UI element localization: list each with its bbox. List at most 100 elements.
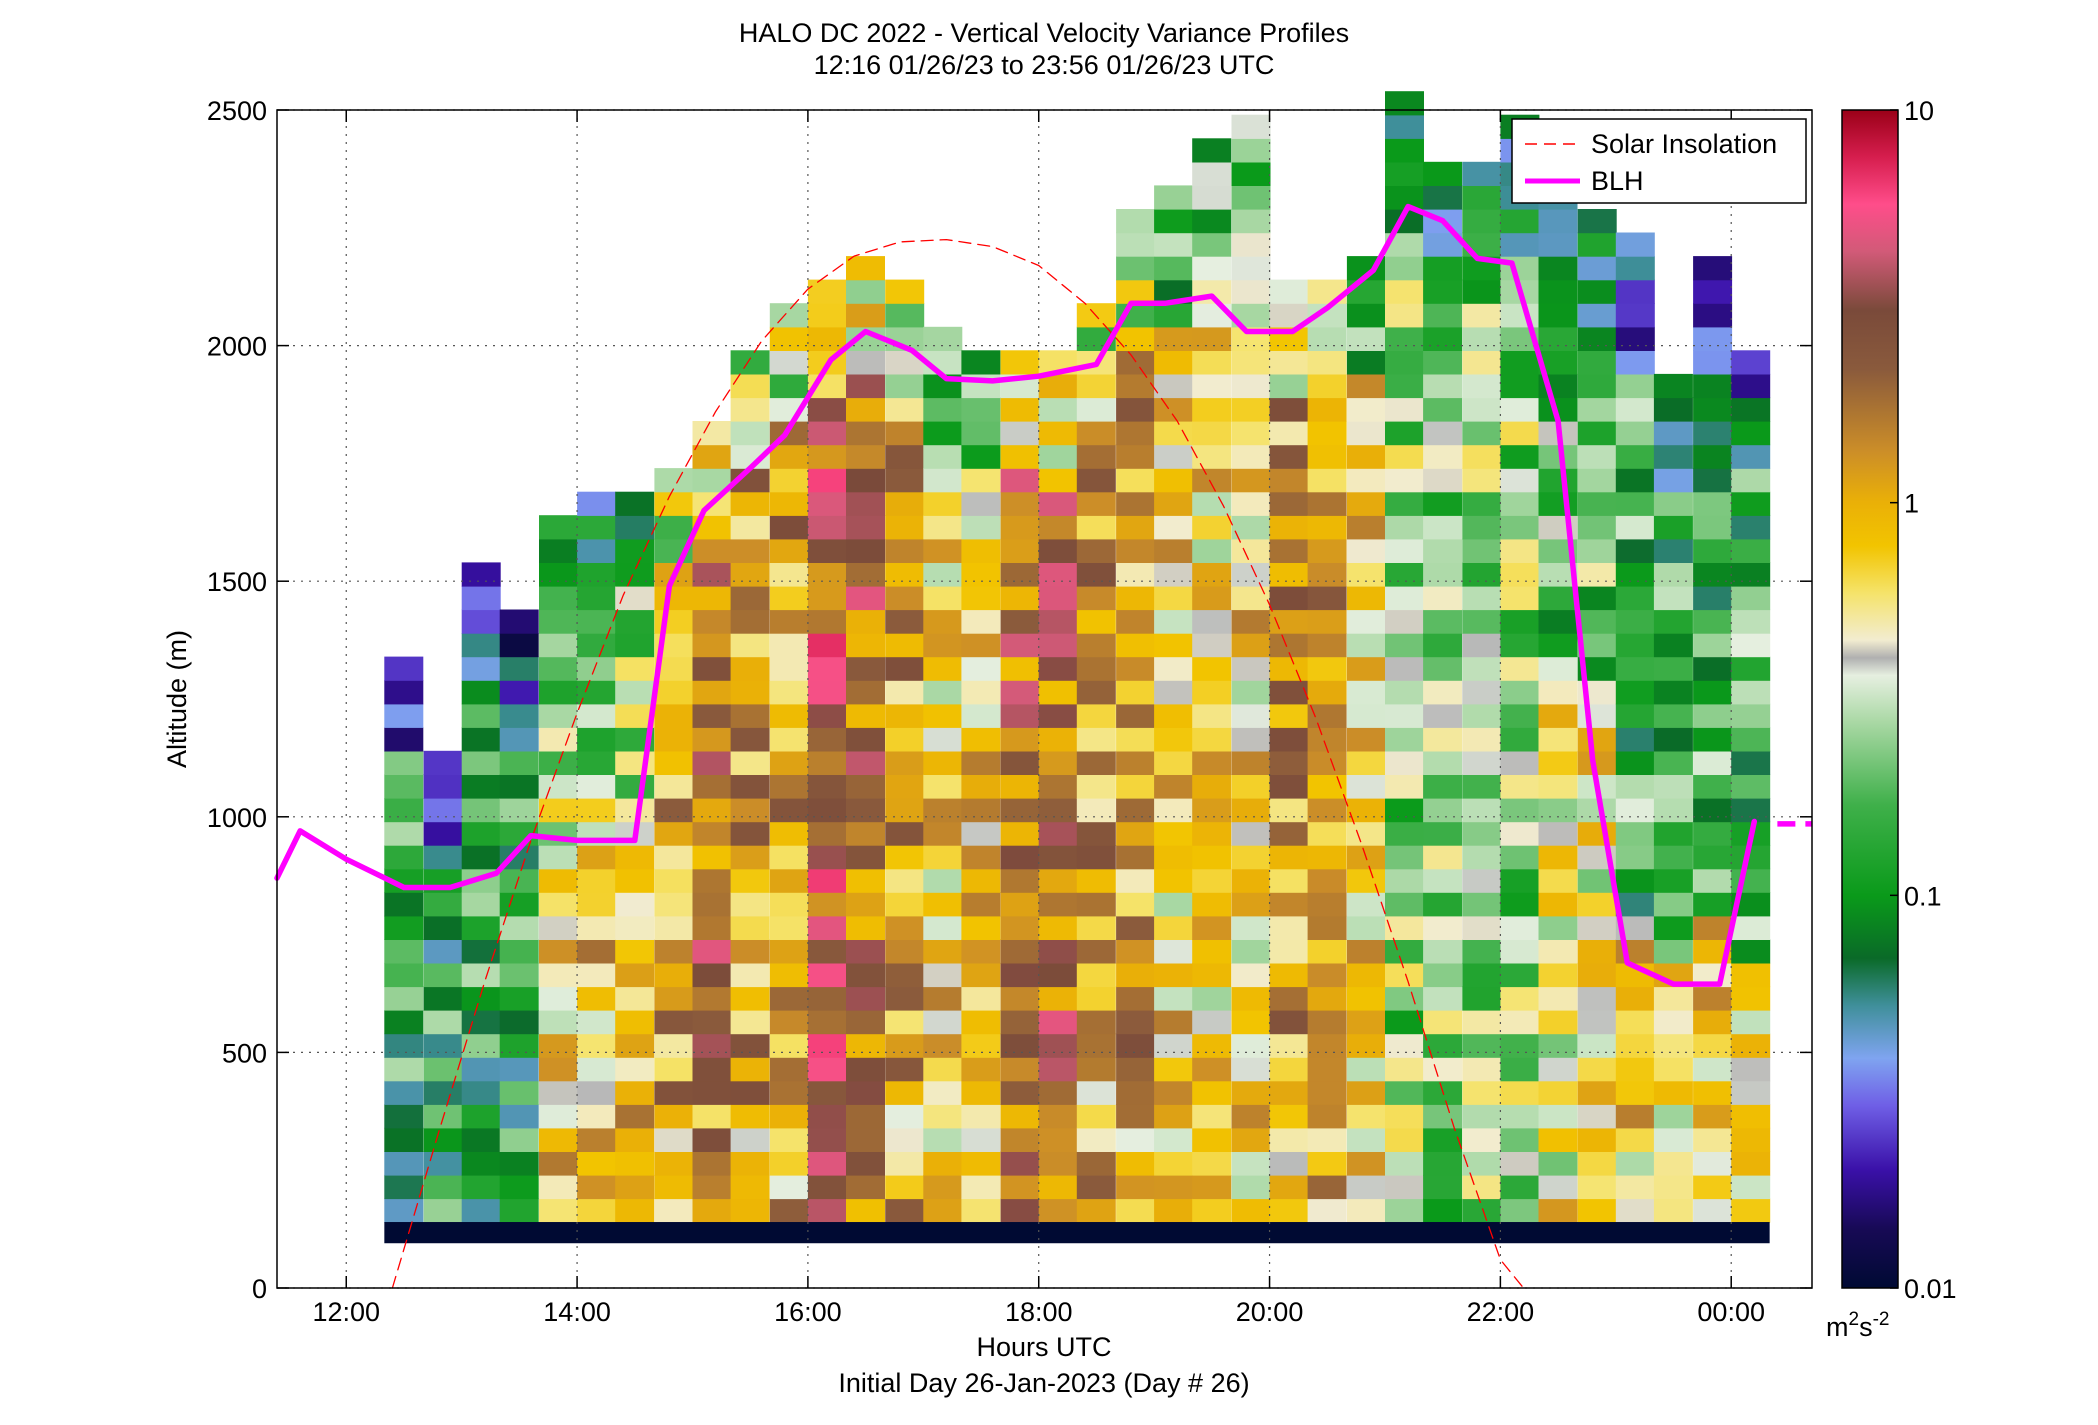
heatmap-cell — [1076, 680, 1116, 705]
heatmap-cell — [807, 1033, 847, 1058]
heatmap-cell — [461, 1151, 501, 1176]
heatmap-cell — [730, 421, 770, 446]
heatmap-cell — [1192, 633, 1232, 658]
heatmap-cell — [1500, 232, 1540, 257]
heatmap-cell — [1462, 939, 1502, 964]
chart-subtitle: 12:16 01/26/23 to 23:56 01/26/23 UTC — [814, 50, 1275, 80]
heatmap-cell — [461, 727, 501, 752]
heatmap-cell — [499, 868, 539, 893]
heatmap-cell — [577, 538, 617, 563]
heatmap-cell — [769, 750, 809, 775]
heatmap-cell — [1731, 1033, 1771, 1058]
heatmap-cell — [1577, 303, 1617, 328]
heatmap-cell — [1192, 821, 1232, 846]
heatmap-cell — [846, 515, 885, 540]
heatmap-cell — [1000, 491, 1040, 516]
x-tick-label: 00:00 — [1697, 1297, 1765, 1327]
heatmap-cell — [846, 680, 885, 705]
heatmap-cell — [1116, 915, 1156, 940]
heatmap-cell — [1192, 1080, 1232, 1105]
heatmap-cell — [1423, 350, 1463, 375]
heatmap-cell — [423, 1127, 463, 1152]
heatmap-cell — [1653, 727, 1693, 752]
heatmap-cell — [1154, 1010, 1194, 1035]
heatmap-cell — [539, 585, 578, 611]
heatmap-cell — [769, 373, 809, 399]
heatmap-cell — [423, 986, 463, 1011]
heatmap-cell — [1346, 303, 1386, 328]
heatmap-cell — [1653, 1127, 1693, 1152]
heatmap-cell — [769, 1151, 809, 1176]
heatmap-cell — [1076, 656, 1116, 681]
heatmap-cell — [1500, 750, 1540, 775]
heatmap-cell — [1192, 185, 1232, 210]
heatmap-cell — [961, 680, 1001, 705]
heatmap-cell — [1500, 515, 1540, 540]
heatmap-cell — [499, 798, 539, 823]
heatmap-cell — [769, 585, 809, 611]
heatmap-cell — [1076, 939, 1116, 964]
heatmap-cell — [1000, 750, 1040, 775]
heatmap-cell — [1500, 939, 1540, 964]
heatmap-cell — [461, 1057, 501, 1082]
heatmap-cell — [846, 1198, 885, 1223]
heatmap-cell — [1192, 538, 1232, 563]
heatmap-cell — [1000, 562, 1040, 587]
heatmap-cell — [1615, 585, 1655, 611]
heatmap-cell — [846, 798, 885, 823]
heatmap-cell — [923, 774, 963, 799]
heatmap-cell — [1577, 373, 1617, 399]
heatmap-cell — [1653, 373, 1693, 399]
heatmap-cell — [1423, 633, 1463, 658]
y-tick-label: 0 — [252, 1274, 267, 1304]
blh-line — [274, 203, 1758, 987]
heatmap-cell — [1577, 1057, 1617, 1082]
heatmap-cell — [1423, 1127, 1463, 1152]
heatmap-cell — [1076, 609, 1116, 634]
heatmap-cell — [577, 986, 617, 1011]
heatmap-cell — [1462, 609, 1502, 634]
heatmap-cell — [1693, 1033, 1733, 1058]
heatmap-cell — [1423, 892, 1463, 917]
heatmap-cell — [1076, 491, 1116, 516]
heatmap-cell — [1423, 468, 1463, 493]
heatmap-cell — [1076, 727, 1116, 752]
heatmap-cell — [654, 609, 694, 634]
heatmap-cell — [1653, 750, 1693, 775]
heatmap-cell — [1346, 727, 1386, 752]
heatmap-cell — [461, 656, 501, 681]
heatmap-cell — [1385, 161, 1424, 186]
heatmap-cell — [1076, 986, 1116, 1011]
heatmap-cell — [423, 1010, 463, 1035]
heatmap-cell — [1076, 1010, 1116, 1035]
heatmap-cell — [730, 845, 770, 870]
heatmap-cell — [1231, 232, 1271, 257]
heatmap-cell — [1500, 1198, 1540, 1223]
heatmap-cell — [1385, 1057, 1424, 1082]
heatmap-cell — [1577, 256, 1617, 281]
heatmap-cell — [1116, 491, 1156, 516]
heatmap-cell — [885, 1080, 925, 1105]
heatmap-cell — [1423, 421, 1463, 446]
heatmap-cell — [846, 609, 885, 634]
heatmap-cell — [807, 1127, 847, 1152]
heatmap-cell — [461, 585, 501, 611]
heatmap-cell — [1653, 1033, 1693, 1058]
heatmap-cell — [807, 421, 847, 446]
heatmap-cell — [1500, 774, 1540, 799]
heatmap-cell — [1731, 774, 1771, 799]
heatmap-cell — [961, 774, 1001, 799]
heatmap-cell — [1346, 868, 1386, 893]
heatmap-cell — [1500, 562, 1540, 587]
heatmap-cell — [1462, 562, 1502, 587]
heatmap-cell — [1385, 326, 1424, 351]
heatmap-cell — [1038, 1198, 1078, 1223]
heatmap-cell — [1346, 373, 1386, 399]
heatmap-cell — [961, 1151, 1001, 1176]
heatmap-cell — [1615, 562, 1655, 587]
heatmap-cell — [615, 515, 655, 540]
heatmap-cell — [1192, 326, 1232, 351]
heatmap-cell — [1346, 821, 1386, 846]
heatmap-cell — [1731, 468, 1771, 493]
heatmap-cell — [1615, 798, 1655, 823]
